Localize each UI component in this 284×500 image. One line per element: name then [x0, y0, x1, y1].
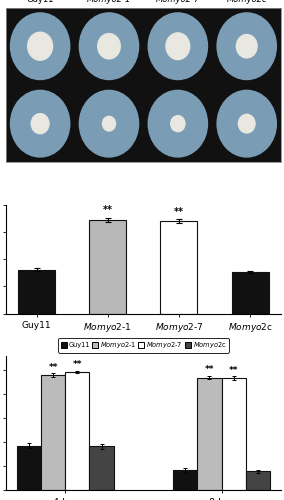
Bar: [232, 272, 269, 314]
Circle shape: [11, 90, 70, 157]
Circle shape: [148, 13, 208, 80]
Bar: [160, 221, 197, 314]
Text: **: **: [205, 365, 214, 374]
Text: **: **: [73, 360, 82, 369]
Circle shape: [98, 34, 120, 59]
Circle shape: [166, 33, 190, 60]
Bar: [197, 378, 222, 490]
Circle shape: [171, 116, 185, 132]
Text: **: **: [174, 207, 184, 217]
Bar: [246, 472, 270, 490]
Circle shape: [217, 13, 276, 80]
Text: Momyo2c: Momyo2c: [226, 0, 267, 4]
Text: **: **: [49, 362, 58, 372]
Bar: [89, 446, 114, 490]
Text: Momyo2-7: Momyo2-7: [156, 0, 200, 4]
Circle shape: [103, 116, 116, 131]
Bar: [173, 470, 197, 490]
Circle shape: [28, 32, 53, 60]
Bar: [222, 378, 246, 490]
Text: **: **: [103, 206, 113, 216]
Legend: Guy11, $\it{Momyo2}$-1, $\it{Momyo2}$-7, $\it{Momyo2}$c: Guy11, $\it{Momyo2}$-1, $\it{Momyo2}$-7,…: [58, 338, 229, 352]
Bar: [65, 372, 89, 490]
Bar: [18, 270, 55, 314]
Circle shape: [148, 90, 208, 157]
Circle shape: [79, 13, 139, 80]
Circle shape: [217, 90, 276, 157]
Text: Momyo2-1: Momyo2-1: [87, 0, 131, 4]
Bar: [89, 220, 126, 314]
Bar: [17, 446, 41, 490]
Bar: [41, 375, 65, 490]
Circle shape: [31, 114, 49, 134]
Circle shape: [236, 34, 257, 58]
Text: Guy11: Guy11: [26, 0, 54, 4]
Circle shape: [239, 114, 255, 133]
Circle shape: [79, 90, 139, 157]
Text: **: **: [229, 366, 238, 374]
Circle shape: [11, 13, 70, 80]
